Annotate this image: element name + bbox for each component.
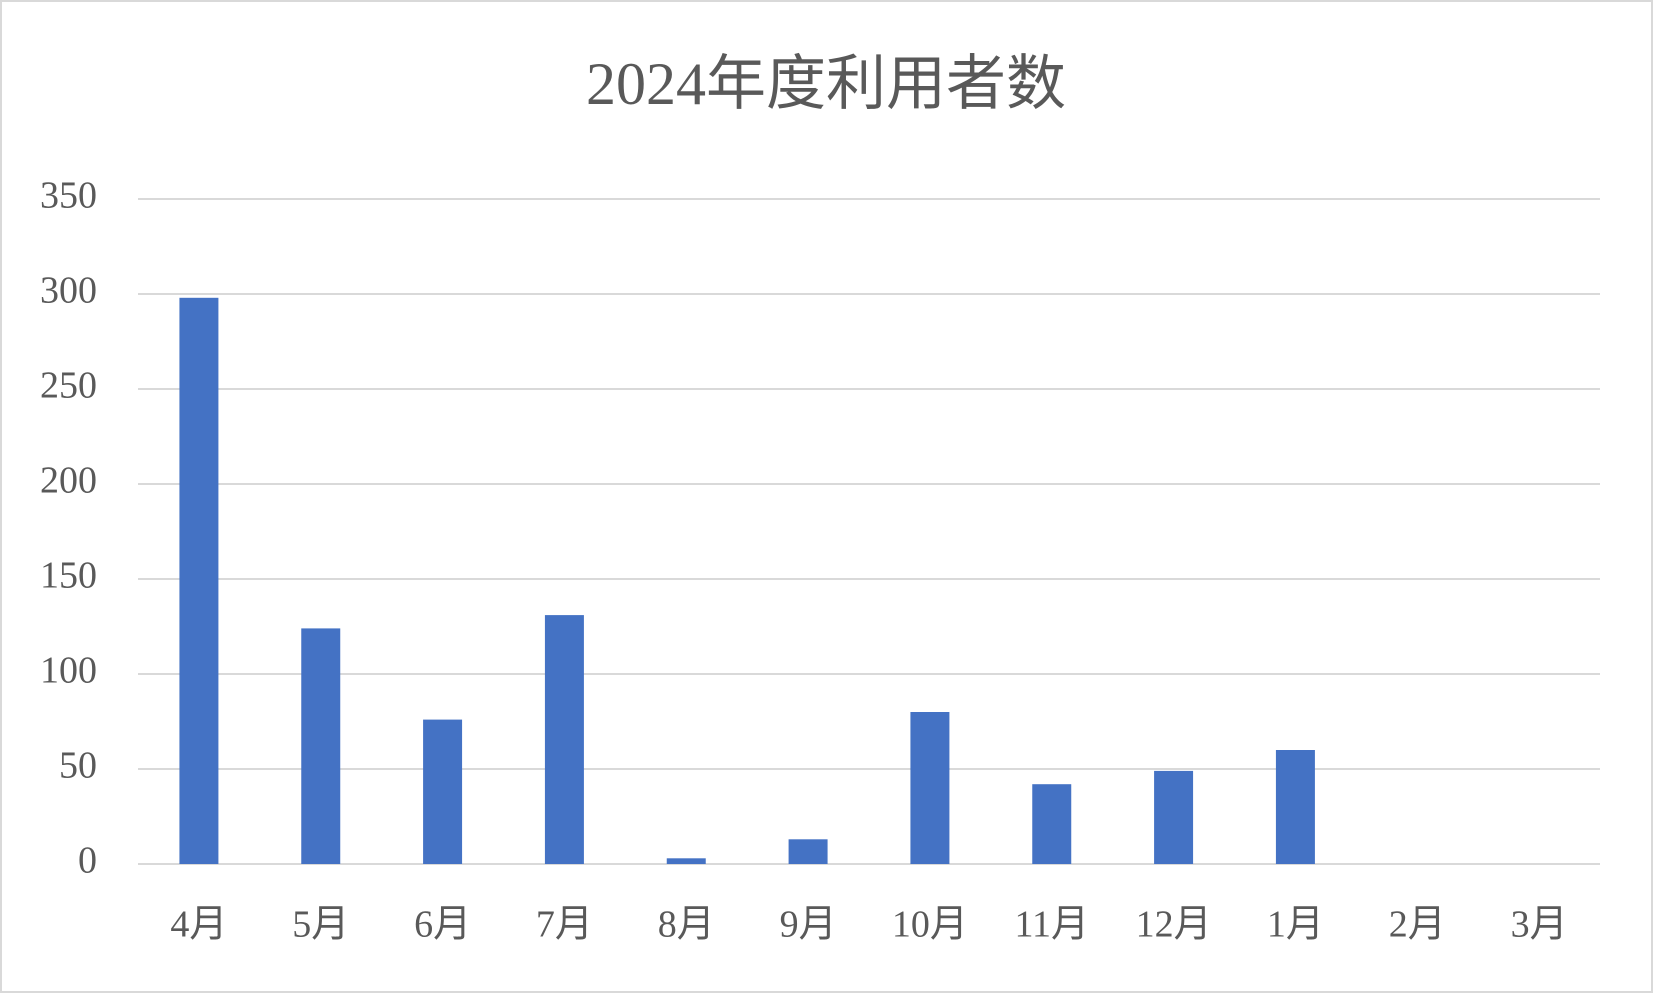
bar (1154, 770, 1194, 864)
y-tick-label: 200 (40, 460, 97, 502)
y-tick-label: 150 (40, 555, 97, 597)
x-tick-label: 12月 (1136, 904, 1212, 946)
y-tick-label: 250 (40, 365, 97, 407)
y-tick-label: 350 (40, 175, 97, 217)
bar (788, 839, 828, 864)
bar (301, 628, 341, 864)
bar (666, 858, 706, 864)
bar (423, 719, 463, 864)
y-tick-label: 300 (40, 270, 97, 312)
x-tick-label: 7月 (536, 904, 593, 946)
y-tick-label: 100 (40, 650, 97, 692)
x-tick-label: 6月 (414, 904, 471, 946)
x-tick-label: 3月 (1511, 904, 1568, 946)
bar (1275, 750, 1315, 864)
bar (910, 712, 950, 864)
x-tick-label: 10月 (892, 904, 968, 946)
x-tick-label: 2月 (1389, 904, 1446, 946)
bar (1032, 784, 1072, 864)
y-tick-label: 50 (59, 745, 97, 787)
x-tick-label: 1月 (1267, 904, 1324, 946)
x-tick-label: 5月 (292, 904, 349, 946)
bar (179, 297, 219, 864)
x-tick-label: 4月 (170, 904, 227, 946)
bar (544, 615, 584, 864)
y-tick-label: 0 (78, 840, 97, 882)
x-tick-label: 9月 (780, 904, 837, 946)
chart-title: 2024年度利用者数 (586, 51, 1066, 117)
x-tick-label: 11月 (1014, 904, 1089, 946)
x-tick-label: 8月 (658, 904, 715, 946)
